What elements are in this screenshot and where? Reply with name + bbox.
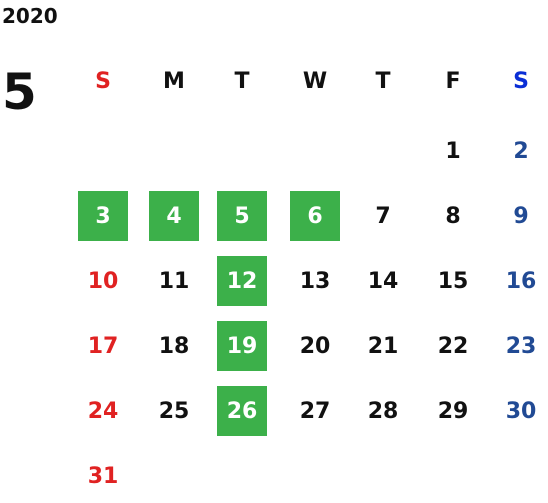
weekday-label: M xyxy=(163,68,185,94)
day: 29 xyxy=(437,398,469,424)
day: 15 xyxy=(437,268,469,294)
weekday-label: T xyxy=(234,68,250,94)
highlighted-day: 12 xyxy=(217,256,267,306)
day: 23 xyxy=(505,333,537,359)
weekday-label: T xyxy=(375,68,391,94)
day: 24 xyxy=(87,398,119,424)
day: 17 xyxy=(87,333,119,359)
highlighted-day: 4 xyxy=(149,191,199,241)
day: 28 xyxy=(367,398,399,424)
day: 18 xyxy=(158,333,190,359)
highlighted-day: 5 xyxy=(217,191,267,241)
highlighted-day: 3 xyxy=(78,191,128,241)
day: 16 xyxy=(505,268,537,294)
day: 13 xyxy=(299,268,331,294)
day: 30 xyxy=(505,398,537,424)
day: 1 xyxy=(445,138,461,164)
day: 27 xyxy=(299,398,331,424)
day: 9 xyxy=(513,203,529,229)
day: 14 xyxy=(367,268,399,294)
weekday-label: S xyxy=(95,68,111,94)
highlighted-day: 19 xyxy=(217,321,267,371)
weekday-label: S xyxy=(513,68,529,94)
day: 21 xyxy=(367,333,399,359)
highlighted-day: 26 xyxy=(217,386,267,436)
day: 22 xyxy=(437,333,469,359)
day: 11 xyxy=(158,268,190,294)
month: 5 xyxy=(2,63,37,121)
highlighted-day: 6 xyxy=(290,191,340,241)
day: 25 xyxy=(158,398,190,424)
weekday-label: W xyxy=(302,68,328,94)
day: 8 xyxy=(445,203,461,229)
day: 20 xyxy=(299,333,331,359)
day: 7 xyxy=(375,203,391,229)
day: 10 xyxy=(87,268,119,294)
day: 31 xyxy=(87,463,119,489)
year: 2020 xyxy=(2,4,58,28)
weekday-label: F xyxy=(445,68,461,94)
day: 2 xyxy=(513,138,529,164)
